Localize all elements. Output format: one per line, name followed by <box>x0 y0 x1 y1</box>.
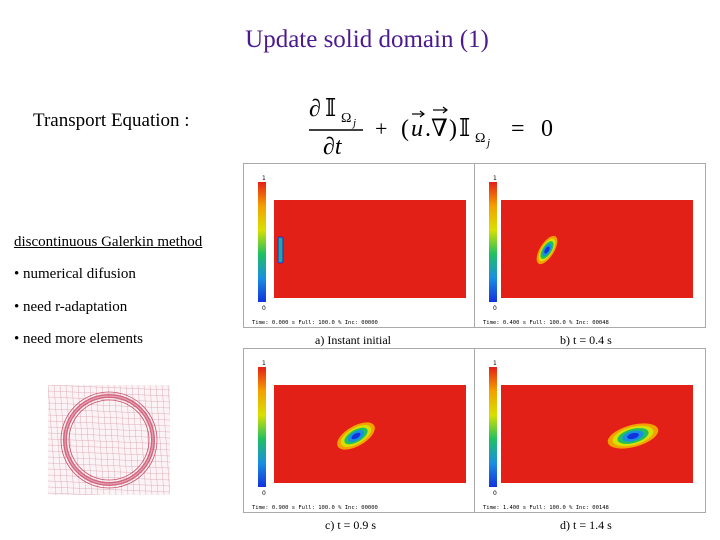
simulation-panel-c: 1 0 Time: 0.900 s Full: 100.0 % Inc: 000… <box>243 348 475 513</box>
transport-equation-label: Transport Equation : <box>33 110 190 131</box>
svg-text:1: 1 <box>262 360 266 367</box>
eq-nabla: ∇ <box>431 116 448 142</box>
eq-indicator-2: 𝕀 <box>459 116 470 142</box>
bullet-more-elements: • need more elements <box>14 331 143 347</box>
caption-c: c) t = 0.9 s <box>325 518 377 532</box>
color-legend: 1 0 <box>258 175 266 312</box>
red-field <box>501 385 693 483</box>
eq-dot: . <box>425 116 431 142</box>
eq-u: u <box>411 116 423 142</box>
concentration-blob <box>536 235 558 265</box>
svg-text:0: 0 <box>262 490 266 497</box>
eq-dt: ∂t <box>323 134 343 160</box>
caption-b: b) t = 0.4 s <box>560 333 612 347</box>
eq-zero: 0 <box>541 116 553 142</box>
adaptive-mesh-image <box>48 385 170 495</box>
svg-text:1: 1 <box>493 360 497 367</box>
color-legend: 1 0 <box>489 360 497 497</box>
eq-equals: = <box>511 116 525 142</box>
red-field <box>501 200 693 298</box>
simulation-panel-b: 1 0 Time: 0.400 s Full: 100.0 % Inc: 000… <box>474 163 706 328</box>
panel-status: Time: 0.900 s Full: 100.0 % Inc: 00000 <box>252 505 378 511</box>
concentration-blob <box>337 422 375 450</box>
bullet-r-adaptation: • need r-adaptation <box>14 299 128 315</box>
eq-partial: ∂ <box>309 96 321 122</box>
dg-method-heading: discontinuous Galerkin method <box>14 234 203 250</box>
color-legend: 1 0 <box>258 360 266 497</box>
eq-close-paren: ) <box>449 116 457 142</box>
panel-status: Time: 0.000 s Full: 100.0 % Inc: 00000 <box>252 320 378 326</box>
svg-text:0: 0 <box>262 305 266 312</box>
svg-text:0: 0 <box>493 305 497 312</box>
eq-omega-2: Ω <box>475 131 485 146</box>
color-legend: 1 0 <box>489 175 497 312</box>
panel-status: Time: 1.400 s Full: 100.0 % Inc: 00148 <box>483 505 609 511</box>
eq-plus: + <box>375 116 387 141</box>
svg-text:1: 1 <box>493 175 497 182</box>
svg-text:0: 0 <box>493 490 497 497</box>
eq-sub-j: j <box>351 117 356 129</box>
caption-a: a) Instant initial <box>315 333 391 347</box>
panel-status: Time: 0.400 s Full: 100.0 % Inc: 00048 <box>483 320 609 326</box>
transport-equation: ∂ 𝕀 Ω j ∂t + ( u . ∇ ) 𝕀 Ω j = 0 <box>309 96 553 160</box>
eq-sub-j-2: j <box>485 137 490 149</box>
eq-indicator: 𝕀 <box>325 96 336 122</box>
simulation-panel-d: 1 0 Time: 1.400 s Full: 100.0 % Inc: 001… <box>474 348 706 513</box>
red-field <box>274 200 466 298</box>
slide-title: Update solid domain (1) <box>245 26 489 53</box>
svg-text:1: 1 <box>262 175 266 182</box>
initial-strip <box>277 236 284 264</box>
concentration-blob <box>607 423 659 449</box>
eq-omega: Ω <box>341 111 351 126</box>
bullet-numerical-diffusion: • numerical difusion <box>14 266 136 282</box>
caption-d: d) t = 1.4 s <box>560 518 612 532</box>
eq-open-paren: ( <box>401 116 409 142</box>
simulation-panel-a: 1 0 Time: 0.000 s Full: 100.0 % Inc: 000… <box>243 163 475 328</box>
